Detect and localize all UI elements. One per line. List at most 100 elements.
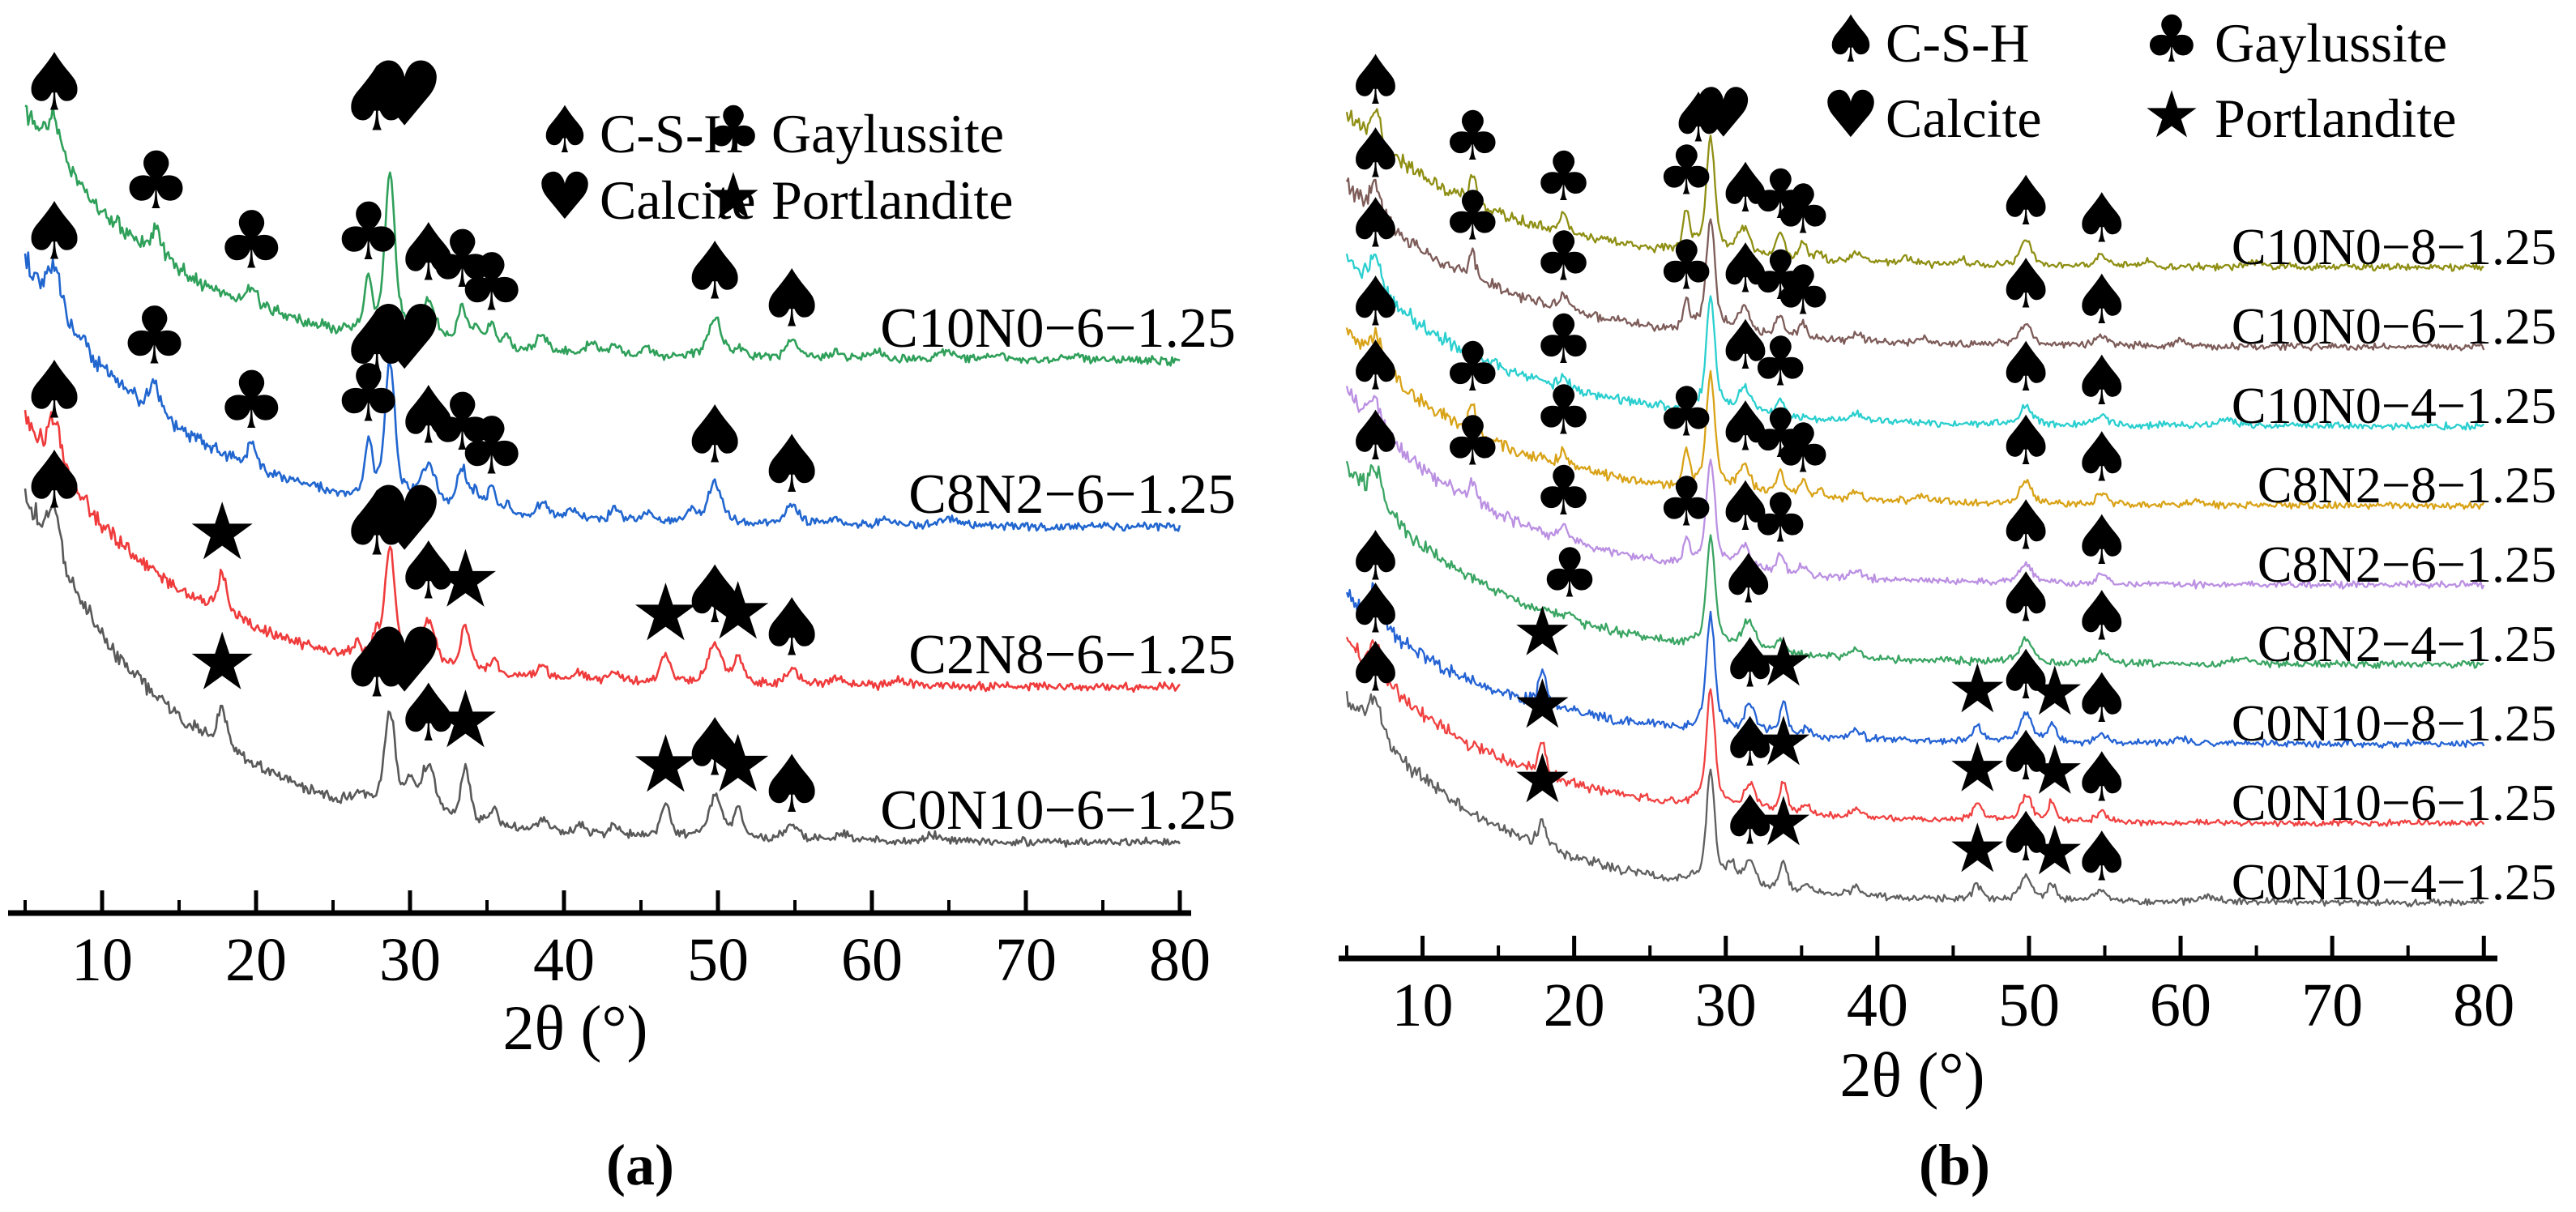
legend-item-label: Calcite [600, 169, 756, 231]
series-label: C10N0−8−1.25 [2232, 218, 2557, 275]
x-tick-label: 20 [1544, 971, 1605, 1039]
star-marker-icon: ★ [1947, 649, 2008, 728]
club-marker-icon: ♣ [119, 291, 190, 383]
spade-marker-icon: ♠ [756, 419, 827, 511]
legend: ♠C-S-H ♣Gaylussite ♥Calcite ★Portlandite [1822, 2, 2456, 152]
legend-item: ♥ Calcite [1822, 77, 2041, 152]
x-tick-label: 70 [995, 926, 1057, 994]
club-marker-icon: ♣ [1655, 131, 1716, 211]
heart-marker-icon: ♥ [365, 467, 444, 571]
spade-marker-icon: ♠ [2071, 659, 2132, 738]
spade-marker-icon: ♠ [1345, 183, 1406, 262]
legend-heart-icon: ♥ [1822, 77, 1880, 152]
xrd-curve-C8N2-6-1.25 [23, 251, 1181, 532]
spade-marker-icon: ♠ [1996, 327, 2057, 407]
spade-marker-icon: ♠ [1345, 516, 1406, 595]
spade-marker-icon: ♠ [1996, 245, 2057, 324]
legend-item: ★ Portlandite [704, 159, 1013, 234]
club-marker-icon: ♣ [216, 355, 287, 447]
spade-marker-icon: ♠ [1345, 262, 1406, 341]
spade-marker-icon: ♠ [1718, 539, 1779, 618]
legend-star-icon: ★ [2142, 77, 2201, 152]
x-tick-label: 60 [841, 926, 903, 994]
series-label: C0N10−8−1.25 [2232, 694, 2557, 752]
phase-markers: ♠♣♣ ♣♠♥♠♣♣ ♠ ♠♠♣♣ ♣♠♥♠♣♣ ♠ ♠♠★ ♠♥♠★ ★♠★♠♠★ ♠♥♠★ ★♠… [19, 36, 827, 831]
legend-item-label: Calcite [1886, 87, 2042, 149]
club-marker-icon: ♣ [1655, 463, 1716, 542]
legend-spade-icon: ♠ [536, 92, 594, 168]
x-tick-label: 70 [2301, 971, 2363, 1039]
spade-marker-icon: ♠ [19, 186, 90, 278]
legend-club-icon: ♣ [704, 92, 763, 168]
spade-marker-icon: ♠ [1719, 781, 1780, 860]
spade-marker-icon: ♠ [1345, 569, 1406, 648]
x-tick-label: 10 [1392, 971, 1454, 1039]
club-marker-icon: ♣ [427, 214, 498, 306]
x-tick-label: 30 [1695, 971, 1757, 1039]
x-tick-label: 80 [2453, 971, 2514, 1039]
legend-item-label: C-S-H [1886, 12, 2030, 74]
spade-marker-icon: ♠ [1345, 41, 1406, 120]
club-marker-icon: ♣ [1442, 96, 1503, 176]
spade-marker-icon: ♠ [337, 472, 417, 576]
spade-marker-icon: ♠ [1345, 628, 1406, 707]
spade-marker-icon: ♠ [1345, 396, 1406, 476]
star-marker-icon: ★ [1753, 622, 1813, 702]
star-marker-icon: ★ [703, 718, 774, 810]
xrd-curve-C8N2-8-1.25 [1345, 326, 2485, 510]
club-marker-icon: ♣ [1749, 394, 1810, 473]
star-marker-icon: ★ [1753, 702, 1813, 781]
series-label: C10N0−6−1.25 [880, 297, 1236, 360]
spade-marker-icon: ♠ [2071, 260, 2132, 339]
star-marker-icon: ★ [2024, 731, 2085, 810]
xrd-curve-C10N0-6-1.25 [24, 105, 1181, 367]
spade-marker-icon: ♠ [393, 207, 464, 299]
spade-marker-icon: ♠ [756, 583, 827, 675]
spade-marker-icon: ♠ [679, 702, 750, 795]
club-marker-icon: ♣ [333, 186, 404, 279]
star-marker-icon: ★ [1753, 782, 1813, 861]
star-marker-icon: ★ [630, 719, 701, 811]
spade-marker-icon: ♠ [1345, 326, 1406, 405]
spade-marker-icon: ♠ [679, 225, 750, 318]
star-marker-icon: ★ [1512, 739, 1573, 818]
series-label: C2N8−6−1.25 [908, 624, 1236, 686]
x-tick-label: 50 [687, 926, 749, 994]
star-marker-icon: ★ [429, 674, 501, 766]
spade-marker-icon: ♠ [2071, 576, 2132, 655]
star-marker-icon: ★ [429, 534, 501, 626]
spade-marker-icon: ♠ [337, 291, 417, 395]
series-label: C0N10−6−1.25 [880, 779, 1236, 842]
series-label: C8N2−6−1.25 [2258, 536, 2557, 593]
spade-marker-icon: ♠ [2071, 179, 2132, 258]
spade-marker-icon: ♠ [337, 613, 417, 717]
legend-item: ♣ Gaylussite [704, 92, 1004, 168]
series-label: C8N2−6−1.25 [908, 463, 1236, 526]
club-marker-icon: ♣ [1533, 370, 1594, 450]
club-marker-icon: ♣ [1533, 451, 1594, 531]
spade-marker-icon: ♠ [1996, 635, 2057, 715]
spade-marker-icon: ♠ [393, 668, 464, 760]
spade-marker-icon: ♠ [756, 254, 827, 346]
spade-marker-icon: ♠ [679, 389, 750, 481]
spade-marker-icon: ♠ [1715, 467, 1775, 546]
x-axis: 10 20 30 40 50 60 70 80 [1339, 936, 2514, 1039]
spade-marker-icon: ♠ [679, 549, 750, 642]
club-marker-icon: ♣ [1655, 226, 1716, 305]
spade-marker-icon: ♠ [1715, 229, 1775, 309]
spade-marker-icon: ♠ [1719, 623, 1780, 702]
spade-marker-icon: ♠ [1715, 148, 1775, 228]
star-marker-icon: ★ [1512, 591, 1573, 671]
legend-heart-icon: ♥ [536, 159, 594, 234]
legend-item-label: Portlandite [771, 169, 1013, 231]
legend-item: ♣ Gaylussite [2142, 2, 2447, 77]
star-marker-icon: ★ [2024, 651, 2085, 731]
club-marker-icon: ♣ [1442, 402, 1503, 481]
legend-item: ♠ C-S-H [1822, 2, 2029, 77]
x-tick-label: 40 [533, 926, 595, 994]
series-label: C10N0−4−1.25 [2232, 377, 2557, 434]
x-tick-label: 80 [1149, 926, 1211, 994]
series-label: C8N2−4−1.25 [2258, 615, 2557, 672]
series-label: C10N0−6−1.25 [2232, 297, 2557, 355]
